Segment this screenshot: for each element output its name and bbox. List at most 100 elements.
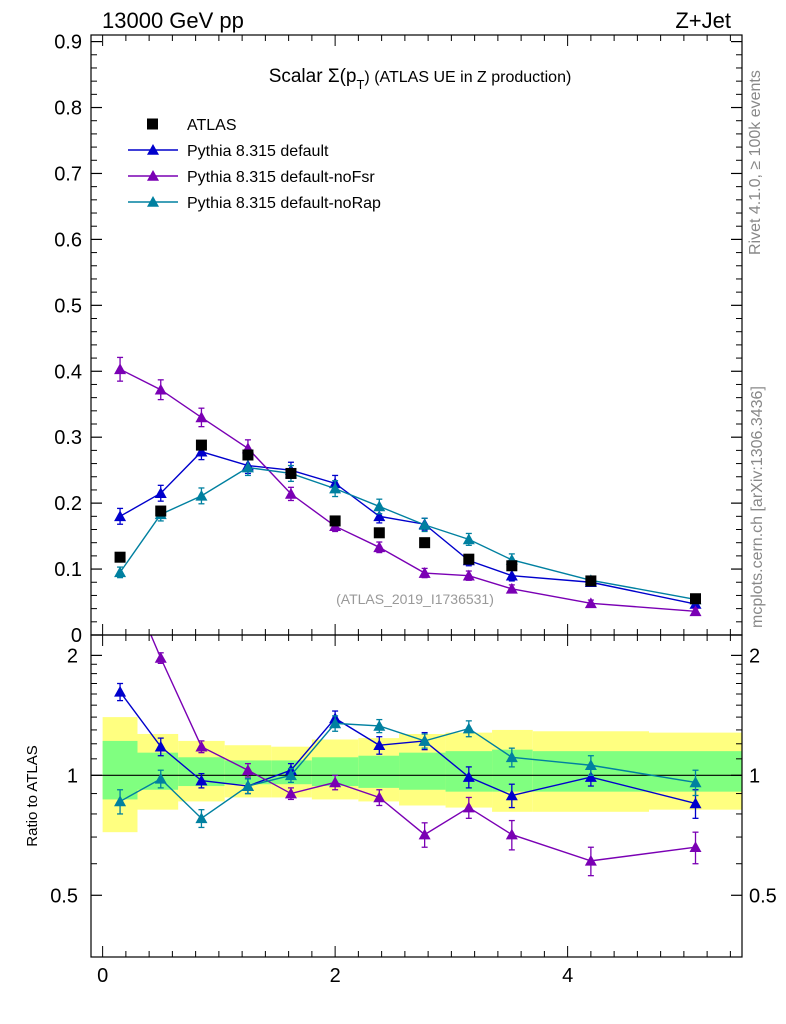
ratio-point-default <box>154 740 167 752</box>
point-default <box>195 445 208 457</box>
line-default <box>119 450 696 605</box>
y-tick-label: 0.2 <box>54 493 82 515</box>
atlas-data-point <box>329 515 341 527</box>
ratio-point-noFsr <box>584 854 597 866</box>
point-default <box>505 569 518 581</box>
header-left: 13000 GeV pp <box>102 8 244 33</box>
y-tick-label: 0.7 <box>54 163 82 185</box>
ratio-line-default <box>119 691 696 805</box>
ratio-y-tick-label-right: 0.5 <box>749 885 777 907</box>
ratio-band-inner <box>137 752 179 790</box>
analysis-label: (ATLAS_2019_I1736531) <box>336 591 494 607</box>
x-tick-label: 2 <box>330 965 341 987</box>
ratio-point-noFsr <box>505 828 518 840</box>
ratio-point-default <box>505 789 518 801</box>
point-noFsr <box>584 597 597 609</box>
ratio-point-noFsr <box>154 651 167 663</box>
ratio-point-noFsr <box>689 841 702 853</box>
rivet-label: Rivet 4.1.0, ≥ 100k events <box>747 70 764 255</box>
ratio-y-tick-label: 0.5 <box>50 885 78 907</box>
y-tick-label: 0.6 <box>54 229 82 251</box>
line-noFsr <box>119 368 696 612</box>
atlas-data-point <box>242 449 254 461</box>
ratio-point-noRap <box>195 812 208 824</box>
atlas-data-point <box>419 537 431 549</box>
point-default <box>114 510 127 522</box>
ratio-plot-area <box>114 635 702 877</box>
legend-marker-atlas <box>147 118 158 130</box>
atlas-data-point <box>285 467 297 479</box>
point-noRap <box>329 482 342 494</box>
y-tick-label: 0.9 <box>54 32 82 54</box>
atlas-data-point <box>463 553 475 565</box>
ratio-y-tick-label: 2 <box>67 645 78 667</box>
point-noRap <box>462 533 475 545</box>
point-default <box>373 510 386 522</box>
ratio-point-noFsr <box>329 776 342 788</box>
atlas-data-point <box>506 560 518 572</box>
ratio-point-default <box>195 774 208 786</box>
point-noFsr <box>154 383 167 395</box>
atlas-data-point <box>585 575 597 587</box>
point-noFsr <box>373 541 386 553</box>
point-noRap <box>241 461 254 473</box>
ratio-point-noFsr <box>195 740 208 752</box>
ratio-point-noRap <box>329 717 342 729</box>
ratio-y-tick-label-right: 1 <box>749 765 760 787</box>
x-tick-label: 4 <box>562 965 573 987</box>
legend-marker-noFsr <box>147 170 159 181</box>
plot-title: Scalar Σ(pT) (ATLAS UE in Z production) <box>269 66 572 92</box>
main-series-area <box>114 356 702 617</box>
legend-label: Pythia 8.315 default-noRap <box>187 195 381 212</box>
x-tick-label: 0 <box>97 965 108 987</box>
ratio-point-noRap <box>584 759 597 771</box>
y-tick-label: 0.8 <box>54 98 82 120</box>
ratio-point-noRap <box>373 719 386 731</box>
y-tick-label: 0 <box>71 625 82 647</box>
ratio-point-noFsr <box>284 787 297 799</box>
ratio-point-noFsr <box>373 791 386 803</box>
legend-label: Pythia 8.315 default <box>187 143 329 160</box>
title-subscript: T <box>356 77 364 92</box>
atlas-data-point <box>690 593 701 605</box>
point-noFsr <box>418 567 431 578</box>
ratio-point-default <box>584 771 597 782</box>
ratio-point-noFsr <box>418 828 431 840</box>
point-noFsr <box>689 605 702 617</box>
legend-label: ATLAS <box>187 117 237 134</box>
ratio-line-noFsr <box>150 635 696 862</box>
ratio-y-tick-label: 1 <box>67 765 78 787</box>
legend-marker-default <box>147 144 159 155</box>
legend-marker-noRap <box>147 196 159 207</box>
ratio-point-noFsr <box>462 801 475 813</box>
main-y-axis: 0 0.1 0.2 0.3 0.4 0.5 0.6 0.7 0.8 0.9 <box>54 32 742 647</box>
atlas-data-point <box>114 551 126 563</box>
atlas-data-point <box>373 527 385 539</box>
ratio-y-axis-label: Ratio to ATLAS <box>24 745 41 846</box>
ratio-point-noRap <box>505 751 518 763</box>
ratio-point-default <box>114 685 127 697</box>
point-noFsr <box>114 363 127 375</box>
legend: ATLAS Pythia 8.315 default Pythia 8.315 de… <box>128 117 381 212</box>
atlas-data-point <box>155 505 167 517</box>
ratio-point-noFsr <box>241 764 254 776</box>
point-noFsr <box>284 487 297 499</box>
atlas-data-point <box>195 439 207 451</box>
y-tick-label: 0.4 <box>54 361 82 383</box>
ratio-line-noRap <box>119 722 696 820</box>
ratio-point-noRap <box>154 772 167 784</box>
ratio-band-inner <box>358 755 400 788</box>
ratio-point-noRap <box>284 769 297 781</box>
point-noFsr <box>505 582 518 594</box>
point-noRap <box>195 489 208 501</box>
ratio-point-default <box>462 771 475 782</box>
title-suffix: ) (ATLAS UE in Z production) <box>364 69 571 86</box>
point-noRap <box>418 518 431 530</box>
point-default <box>154 487 167 499</box>
point-noFsr <box>462 569 475 581</box>
ratio-point-noRap <box>114 795 127 807</box>
ratio-y-tick-label-right: 2 <box>749 645 760 667</box>
ratio-point-noRap <box>418 734 431 746</box>
x-axis: 0 2 4 <box>97 35 731 987</box>
